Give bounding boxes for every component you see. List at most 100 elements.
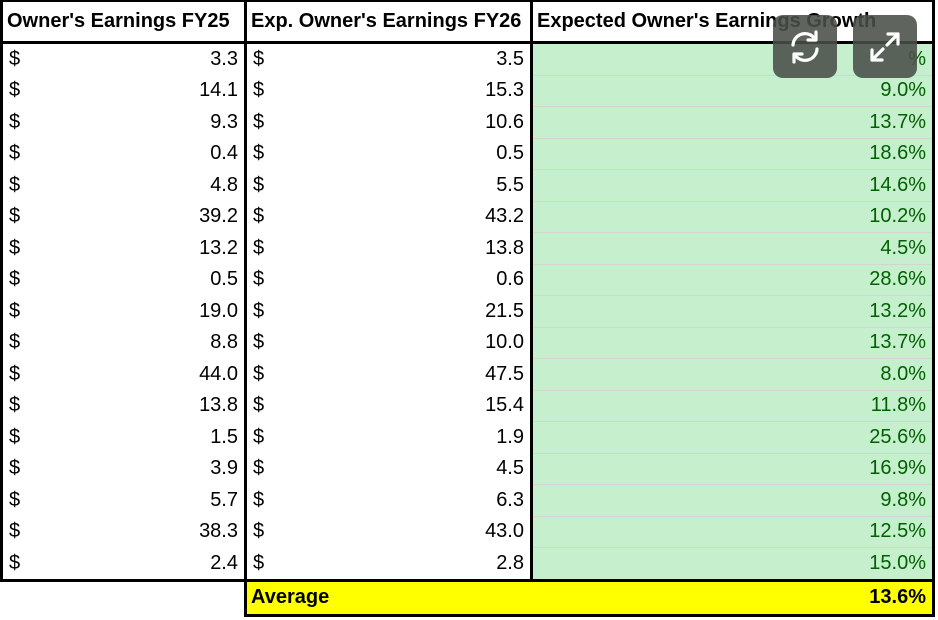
fy26-cell[interactable]: $43.0 — [245, 516, 533, 548]
refresh-icon — [791, 29, 819, 64]
fy26-cell-value: 4.5 — [496, 457, 524, 480]
growth-cell[interactable]: 13.7% — [531, 327, 935, 359]
currency-symbol: $ — [253, 236, 265, 259]
growth-cell[interactable]: 10.2% — [531, 201, 935, 233]
fy26-cell[interactable]: $6.3 — [245, 484, 533, 516]
fy25-cell[interactable]: $14.1 — [0, 75, 247, 107]
fy26-cell[interactable]: $3.5 — [245, 42, 533, 75]
fy25-cell[interactable]: $39.2 — [0, 201, 247, 233]
currency-symbol: $ — [253, 79, 265, 102]
fy25-cell-value: 39.2 — [199, 205, 238, 228]
fy26-cell[interactable]: $15.4 — [245, 390, 533, 422]
growth-cell[interactable]: 25.6% — [531, 421, 935, 454]
currency-symbol: $ — [9, 142, 21, 165]
fy25-cell-value: 19.0 — [199, 299, 238, 322]
fy26-cell[interactable]: $2.8 — [245, 547, 533, 582]
growth-cell[interactable]: 9.8% — [531, 484, 935, 517]
fy25-cell[interactable]: $8.8 — [0, 327, 247, 359]
fy25-cell[interactable]: $5.7 — [0, 484, 247, 516]
currency-symbol: $ — [253, 362, 265, 385]
growth-cell[interactable]: 16.9% — [531, 453, 935, 485]
fy26-cell-value: 3.5 — [496, 48, 524, 70]
fy25-cell[interactable]: $1.5 — [0, 421, 247, 453]
growth-cell[interactable]: 8.0% — [531, 358, 935, 391]
fy26-cell-value: 21.5 — [485, 299, 524, 322]
fy26-cell[interactable]: $0.5 — [245, 138, 533, 170]
fy25-cell-value: 44.0 — [199, 362, 238, 385]
currency-symbol: $ — [253, 488, 265, 511]
fy26-cell-value: 43.2 — [485, 205, 524, 228]
blank-cell[interactable] — [1, 580, 246, 615]
fy26-cell[interactable]: $1.9 — [245, 421, 533, 453]
average-label[interactable]: Average — [244, 580, 532, 617]
expand-icon — [870, 31, 900, 62]
fy26-cell[interactable]: $47.5 — [245, 358, 533, 390]
fy26-cell[interactable]: $4.5 — [245, 453, 533, 485]
fy25-cell[interactable]: $13.8 — [0, 390, 247, 422]
fy25-cell[interactable]: $3.3 — [0, 42, 247, 75]
fy26-cell[interactable]: $43.2 — [245, 201, 533, 233]
fy25-cell[interactable]: $19.0 — [0, 295, 247, 327]
fy25-cell-value: 38.3 — [199, 520, 238, 543]
growth-cell[interactable]: 13.7% — [531, 106, 935, 139]
currency-symbol: $ — [253, 268, 265, 291]
table-row: $44.0 $47.5 8.0% — [0, 358, 935, 391]
header-fy26[interactable]: Exp. Owner's Earnings FY26 — [245, 0, 533, 44]
growth-cell[interactable]: 12.5% — [531, 516, 935, 548]
fy25-cell-value: 8.8 — [210, 331, 238, 354]
fy26-cell[interactable]: $15.3 — [245, 75, 533, 107]
fy25-cell[interactable]: $13.2 — [0, 232, 247, 264]
fy26-cell[interactable]: $10.6 — [245, 106, 533, 138]
fy25-cell-value: 3.3 — [210, 48, 238, 70]
currency-symbol: $ — [9, 173, 21, 196]
growth-cell[interactable]: 11.8% — [531, 390, 935, 422]
fy25-cell[interactable]: $38.3 — [0, 516, 247, 548]
fy26-cell[interactable]: $5.5 — [245, 169, 533, 201]
fy25-cell-value: 14.1 — [199, 79, 238, 102]
growth-cell[interactable]: 28.6% — [531, 264, 935, 296]
growth-cell[interactable]: 15.0% — [531, 547, 935, 582]
fy26-cell[interactable]: $10.0 — [245, 327, 533, 359]
table-row: $14.1 $15.3 9.0% — [0, 75, 935, 107]
growth-cell[interactable]: 4.5% — [531, 232, 935, 265]
fy25-cell[interactable]: $2.4 — [0, 547, 247, 582]
table-row: $3.9 $4.5 16.9% — [0, 453, 935, 485]
fy25-cell[interactable]: $0.4 — [0, 138, 247, 170]
currency-symbol: $ — [9, 394, 21, 417]
fy26-cell-value: 0.5 — [496, 142, 524, 165]
currency-symbol: $ — [253, 110, 265, 133]
header-fy25[interactable]: Owner's Earnings FY25 — [0, 0, 247, 44]
fy25-cell-value: 2.4 — [210, 551, 238, 574]
table-row: $2.4 $2.8 15.0% — [0, 547, 935, 582]
fy26-cell[interactable]: $13.8 — [245, 232, 533, 264]
currency-symbol: $ — [253, 520, 265, 543]
currency-symbol: $ — [9, 79, 21, 102]
fy25-cell-value: 5.7 — [210, 488, 238, 511]
fy25-cell[interactable]: $0.5 — [0, 264, 247, 296]
fy26-cell[interactable]: $21.5 — [245, 295, 533, 327]
average-value[interactable]: 13.6% — [531, 580, 935, 617]
fy26-cell-value: 10.0 — [485, 331, 524, 354]
fy26-cell-value: 10.6 — [485, 110, 524, 133]
currency-symbol: $ — [253, 394, 265, 417]
growth-cell[interactable]: 13.2% — [531, 295, 935, 328]
fy25-cell[interactable]: $4.8 — [0, 169, 247, 201]
fy26-cell-value: 43.0 — [485, 520, 524, 543]
fy25-cell[interactable]: $9.3 — [0, 106, 247, 138]
currency-symbol: $ — [253, 299, 265, 322]
growth-cell[interactable]: 9.0% — [531, 75, 935, 107]
growth-cell[interactable]: 18.6% — [531, 138, 935, 170]
fy25-cell-value: 0.4 — [210, 142, 238, 165]
fy25-cell[interactable]: $3.9 — [0, 453, 247, 485]
table-row: $9.3 $10.6 13.7% — [0, 106, 935, 139]
refresh-button[interactable] — [773, 15, 837, 78]
currency-symbol: $ — [9, 110, 21, 133]
currency-symbol: $ — [253, 205, 265, 228]
currency-symbol: $ — [9, 520, 21, 543]
fy26-cell[interactable]: $0.6 — [245, 264, 533, 296]
currency-symbol: $ — [253, 173, 265, 196]
expand-button[interactable] — [853, 15, 917, 78]
fy25-cell[interactable]: $44.0 — [0, 358, 247, 390]
growth-cell[interactable]: 14.6% — [531, 169, 935, 202]
